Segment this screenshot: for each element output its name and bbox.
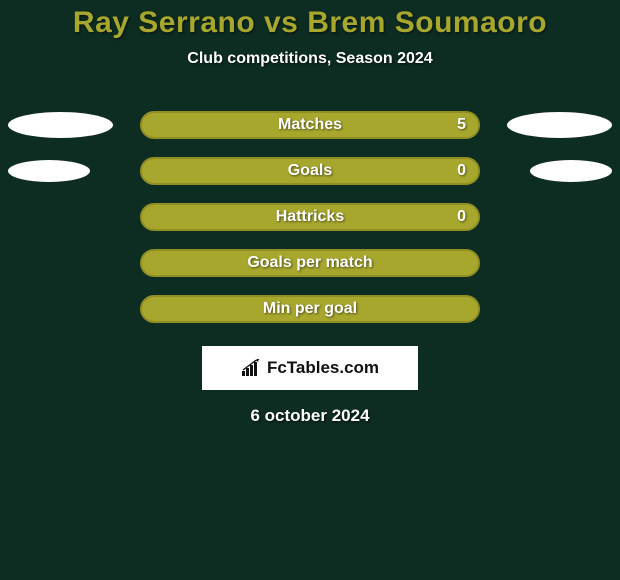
stat-label: Goals	[288, 162, 332, 180]
stat-bar: Matches 5	[140, 111, 480, 139]
chart-icon	[241, 359, 263, 377]
stat-row-min-per-goal: Min per goal	[0, 286, 620, 332]
right-ellipse	[507, 112, 612, 138]
stat-bar: Min per goal	[140, 295, 480, 323]
stat-bar: Goals 0	[140, 157, 480, 185]
comparison-infographic: Ray Serrano vs Brem Soumaoro Club compet…	[0, 0, 620, 580]
stat-value-right: 5	[457, 116, 466, 134]
stat-value-right: 0	[457, 162, 466, 180]
left-ellipse	[8, 160, 90, 182]
right-ellipse	[530, 160, 612, 182]
stat-bar: Hattricks 0	[140, 203, 480, 231]
stat-bar: Goals per match	[140, 249, 480, 277]
stat-row-matches: Matches 5	[0, 102, 620, 148]
stat-value-right: 0	[457, 208, 466, 226]
page-title: Ray Serrano vs Brem Soumaoro	[0, 0, 620, 40]
date-label: 6 october 2024	[0, 406, 620, 426]
stats-container: Matches 5 Goals 0 Hattricks 0 Goals per …	[0, 102, 620, 332]
subtitle: Club competitions, Season 2024	[0, 50, 620, 68]
logo-box: FcTables.com	[202, 346, 418, 390]
stat-label: Min per goal	[263, 300, 357, 318]
stat-label: Hattricks	[276, 208, 344, 226]
stat-row-goals-per-match: Goals per match	[0, 240, 620, 286]
logo-text: FcTables.com	[267, 358, 379, 378]
stat-label: Goals per match	[247, 254, 372, 272]
stat-row-goals: Goals 0	[0, 148, 620, 194]
stat-label: Matches	[278, 116, 342, 134]
stat-row-hattricks: Hattricks 0	[0, 194, 620, 240]
left-ellipse	[8, 112, 113, 138]
